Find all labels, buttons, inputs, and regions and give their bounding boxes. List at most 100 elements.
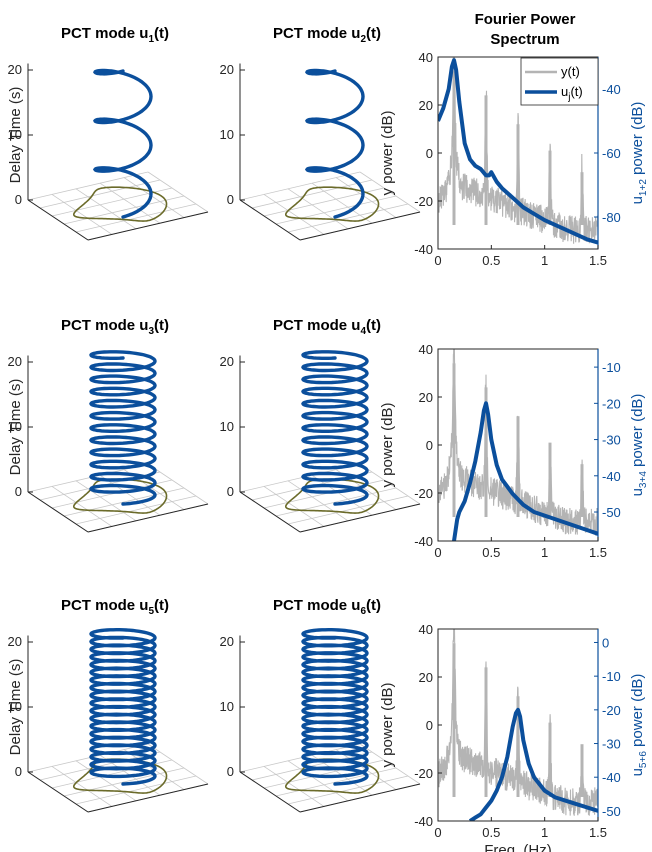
panel-title-main: PCT mode u: [61, 317, 149, 334]
z-tick-label: 20: [8, 634, 22, 649]
helix-panel-1: PCT mode u1(t) 0 10 20 Delay Time (s): [7, 25, 209, 241]
z-tick-label: 0: [15, 764, 22, 779]
panel-title: PCT mode u6(t): [273, 597, 381, 617]
floor-grid-line: [123, 177, 185, 218]
y2-axis-label-main: u: [629, 768, 646, 776]
x-axis-line: [239, 199, 301, 241]
panel-title-sub: 2: [360, 34, 366, 45]
x-tick-label: 0.5: [482, 545, 500, 560]
floor-grid-line: [75, 203, 197, 233]
x-tick-label: 1.5: [589, 253, 607, 268]
panel-title: PCT mode u4(t): [273, 317, 381, 337]
floor-grid-line: [27, 171, 149, 201]
y2-tick-label: -20: [602, 703, 621, 718]
floor-grid-line: [359, 463, 421, 505]
floor-grid-line: [75, 480, 137, 522]
helix-panel-8: PCT mode u6(t) 0 10 20: [220, 597, 421, 813]
legend-label-u: uj(t): [561, 84, 583, 103]
x-tick-label: 1: [541, 253, 548, 268]
panel-title-end: (t): [366, 317, 381, 334]
panel-title-sub: 3: [148, 326, 154, 337]
y-tick-label: -40: [414, 242, 433, 257]
floor-grid-line: [75, 188, 137, 230]
y2-axis-label-main: u: [629, 196, 646, 204]
y-tick-label: 0: [426, 438, 433, 453]
spectrum-title-2: Spectrum: [490, 31, 559, 48]
floor-grid-line: [287, 188, 349, 230]
floor-grid-line: [311, 474, 373, 516]
x-axis-line: [27, 491, 89, 533]
y-axis-line: [87, 503, 209, 533]
y-axis-label: y power (dB): [379, 402, 396, 487]
floor-grid-line: [263, 194, 325, 235]
z-axis-label: Delay Time (s): [7, 87, 24, 184]
x-tick-label: 0: [434, 253, 441, 268]
x-tick-label: 1.5: [589, 825, 607, 840]
floor-grid-line: [147, 463, 209, 505]
floor-grid-line: [263, 486, 325, 527]
floor-grid-line: [275, 767, 397, 797]
x-axis-line: [27, 199, 89, 241]
y2-axis-label-sub: 1+2: [638, 179, 649, 196]
y2-axis-label: u1+2 power (dB): [629, 102, 649, 205]
z-tick-label: 20: [8, 62, 22, 77]
floor-grid-line: [275, 195, 397, 225]
z-tick-label: 0: [227, 764, 234, 779]
panel-title-end: (t): [366, 25, 381, 42]
state-trajectory: [285, 186, 380, 222]
y2-tick-label: -40: [602, 82, 621, 97]
z-tick-label: 10: [220, 699, 234, 714]
panel-title: PCT mode u5(t): [61, 597, 169, 617]
floor-grid-line: [251, 179, 373, 209]
y2-tick-label: -30: [602, 433, 621, 448]
floor-grid-line: [287, 480, 349, 522]
helix-curve: [301, 628, 369, 786]
panel-title-end: (t): [154, 317, 169, 334]
y2-tick-label: -10: [602, 669, 621, 684]
floor-grid-line: [311, 182, 373, 224]
floor-grid-line: [147, 743, 209, 785]
x-tick-label: 1: [541, 545, 548, 560]
z-tick-label: 20: [220, 634, 234, 649]
x-tick-label: 0.5: [482, 825, 500, 840]
floor-grid-line: [27, 743, 149, 773]
x-axis-line: [27, 771, 89, 813]
y2-tick-label: -40: [602, 770, 621, 785]
floor-grid-line: [51, 766, 113, 807]
y-tick-label: 20: [419, 98, 433, 113]
y2-axis-label-main: u: [629, 488, 646, 496]
floor-grid-line: [63, 767, 185, 797]
z-tick-label: 0: [227, 484, 234, 499]
floor-grid-line: [75, 760, 137, 802]
z-tick-label: 0: [227, 192, 234, 207]
panel-title: PCT mode u1(t): [61, 25, 169, 45]
y2-axis-label-sub: 5+6: [638, 751, 649, 768]
x-tick-label: 1: [541, 825, 548, 840]
z-tick-label: 10: [8, 699, 22, 714]
floor-grid-line: [75, 775, 197, 805]
x-axis-line: [239, 491, 301, 533]
spectrum-panel-9: 0 0.5 1 1.5 -40 -20 0 20 40 -50 -40 -30 -20 -10 0 y pow…: [379, 622, 649, 852]
panel-title-main: PCT mode u: [273, 597, 361, 614]
x-axis-label: Freq. (Hz): [484, 842, 552, 852]
spectrum-title: Fourier Power: [475, 11, 576, 28]
floor-grid-line: [287, 760, 349, 802]
panel-title-main: PCT mode u: [61, 597, 149, 614]
z-tick-label: 0: [15, 192, 22, 207]
panel-title-main: PCT mode u: [273, 25, 361, 42]
z-tick-label: 10: [8, 127, 22, 142]
y-axis-line: [87, 783, 209, 813]
y-tick-label: -20: [414, 486, 433, 501]
floor-grid-line: [39, 751, 161, 781]
floor-grid-line: [239, 743, 361, 773]
helix-panel-5: PCT mode u4(t) 0 10 20: [220, 317, 421, 533]
floor-grid-line: [51, 486, 113, 527]
panel-title: PCT mode u3(t): [61, 317, 169, 337]
y-tick-label: 20: [419, 670, 433, 685]
z-axis-label: Delay Time (s): [7, 659, 24, 756]
x-tick-label: 0: [434, 825, 441, 840]
panel-title-sub: 6: [360, 606, 366, 617]
floor-grid-line: [335, 177, 397, 218]
panel-title: PCT mode u2(t): [273, 25, 381, 45]
legend-label-u-main: u: [561, 84, 568, 99]
